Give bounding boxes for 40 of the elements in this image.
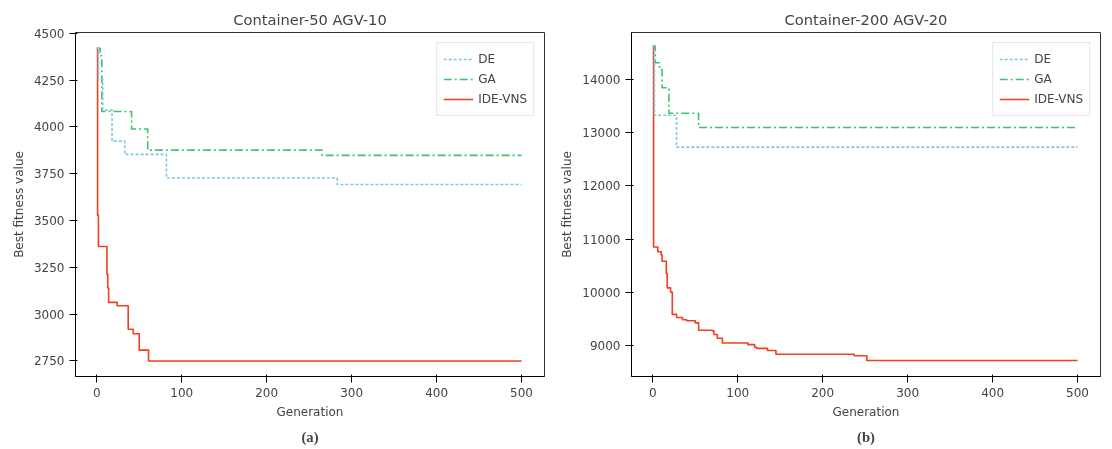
y-tick-label: 12000 [582,179,621,194]
y-tick-label: 10000 [582,285,621,300]
y-tick-label: 9000 [589,338,621,353]
y-axis-title: Best fitness value [560,151,575,258]
x-tick-label: 0 [92,385,101,400]
y-tick-label: 3500 [33,214,65,229]
chart-title: Container-200 AGV-20 [784,10,948,28]
x-tick-label: 500 [510,385,534,400]
y-tick-label: 3750 [33,167,65,182]
y-axis-title: Best fitness value [11,151,26,258]
x-tick-label: 300 [340,385,364,400]
legend-label: IDE-VNS [1034,92,1083,106]
x-axis-title: Generation [276,404,344,419]
y-tick-label: 4500 [33,26,65,41]
y-tick-label: 3000 [33,307,65,322]
legend-label: GA [478,72,497,86]
x-tick-label: 500 [1066,385,1090,400]
y-tick-label: 4250 [33,73,65,88]
legend-label: DE [1034,52,1053,66]
x-tick-label: 400 [425,385,449,400]
y-tick-label: 4000 [33,120,65,135]
y-tick-label: 13000 [582,126,621,141]
text: (b) [857,428,876,446]
y-tick-label: 14000 [582,73,621,88]
x-tick-label: 300 [896,385,920,400]
y-tick-label: 11000 [582,232,621,247]
chart-title: Container-50 AGV-10 [233,10,387,28]
legend-label: DE [478,52,497,66]
y-tick-label: 2750 [33,354,65,369]
x-tick-label: 400 [981,385,1005,400]
x-axis-title: Generation [832,404,900,419]
x-tick-label: 100 [726,385,750,400]
y-tick-label: 3250 [33,260,65,275]
x-tick-label: 200 [811,385,835,400]
text: (a) [301,428,319,446]
x-tick-label: 200 [255,385,279,400]
x-tick-label: 0 [648,385,657,400]
legend-label: IDE-VNS [478,92,527,106]
x-tick-label: 100 [170,385,194,400]
legend-label: GA [1034,72,1053,86]
